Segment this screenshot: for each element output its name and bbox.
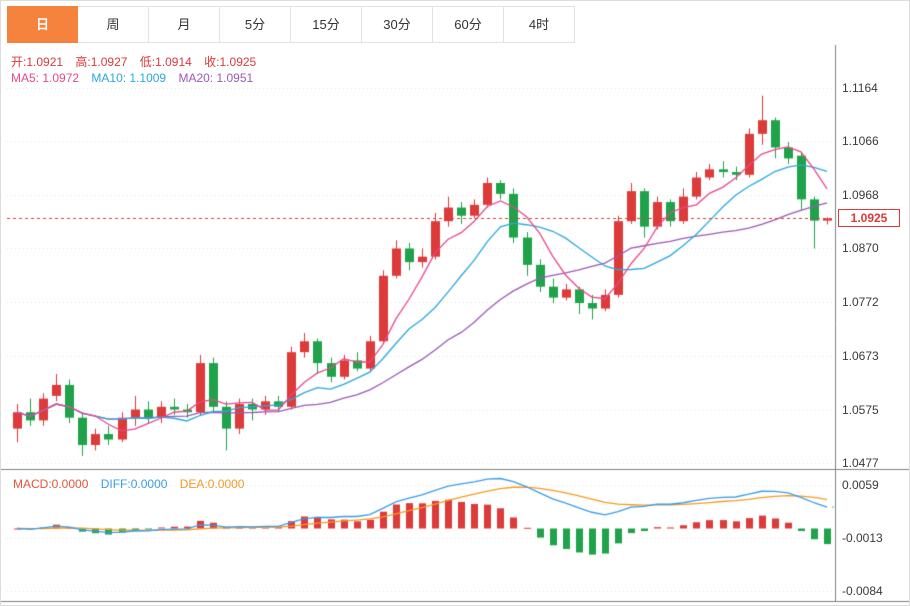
ma-legend: MA5: 1.0972 MA10: 1.1009 MA20: 1.0951 [11,71,262,85]
tab-day[interactable]: 日 [7,6,78,43]
price-axis-label: 1.1066 [842,134,879,149]
diff-value: DIFF:0.0000 [100,477,168,491]
ma5-value: MA5: 1.0972 [11,71,80,85]
macd-legend: MACD:0.0000 DIFF:0.0000 DEA:0.0000 [13,477,253,491]
dea-value: DEA:0.0000 [179,477,245,491]
tab-week[interactable]: 周 [78,6,149,43]
tab-15min[interactable]: 15分 [291,6,362,43]
ohlc-legend: 开:1.0921 高:1.0927 低:1.0914 收:1.0925 [11,53,265,70]
timeframe-tabbar: 日 周 月 5分 15分 30分 60分 4时 [7,6,575,43]
macd-value: MACD:0.0000 [13,477,89,491]
macd-axis-label: 0.0059 [842,478,879,492]
low-value: 低:1.0914 [139,55,192,69]
tab-60min[interactable]: 60分 [433,6,504,43]
close-value: 收:1.0925 [204,55,257,69]
open-value: 开:1.0921 [11,55,64,69]
macd-axis-label: -0.0013 [842,531,883,545]
price-axis-label: 1.0870 [842,241,879,256]
ma10-value: MA10: 1.1009 [91,71,167,85]
price-axis-label: 1.0772 [842,294,879,309]
last-price-tag: 1.0925 [838,209,900,227]
price-axis-label: 1.0673 [842,349,879,363]
price-axis-label: 1.1164 [842,81,878,95]
high-value: 高:1.0927 [75,55,128,69]
price-axis-label: 1.0477 [842,456,879,470]
ma20-value: MA20: 1.0951 [178,71,254,85]
price-axis-label: 1.0968 [842,187,879,202]
tab-30min[interactable]: 30分 [362,6,433,43]
tab-5min[interactable]: 5分 [220,6,291,43]
tab-4hour[interactable]: 4时 [504,6,575,43]
tab-month[interactable]: 月 [149,6,220,43]
price-axis-label: 1.0575 [842,402,879,417]
macd-axis-label: -0.0084 [842,584,883,598]
